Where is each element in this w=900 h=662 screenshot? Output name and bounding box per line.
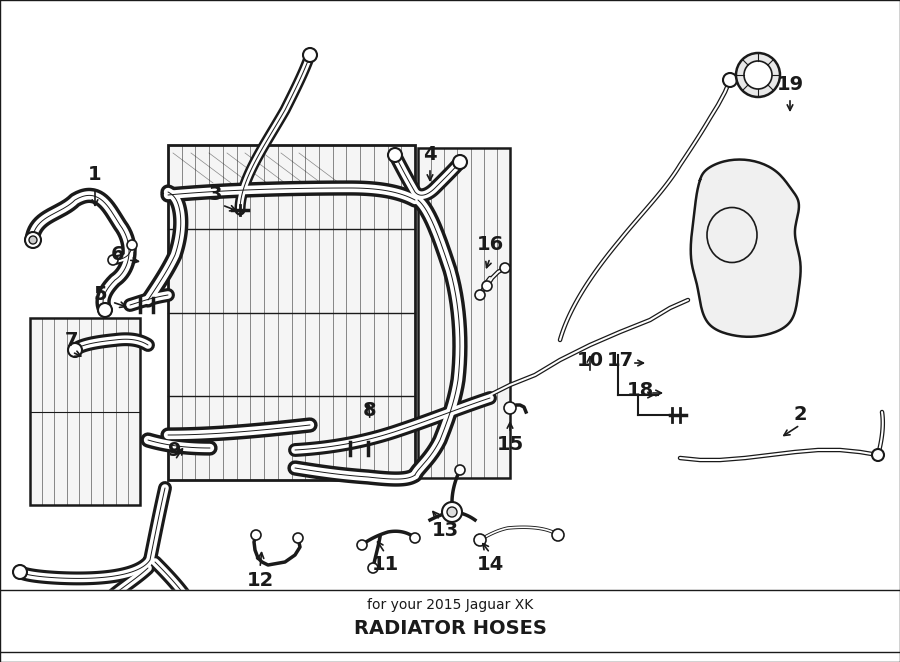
Text: 17: 17 — [607, 350, 634, 369]
Circle shape — [293, 533, 303, 543]
Circle shape — [744, 61, 772, 89]
Circle shape — [127, 240, 137, 250]
Circle shape — [29, 236, 37, 244]
Text: 5: 5 — [94, 285, 107, 305]
Bar — [168, 145, 415, 480]
Text: 13: 13 — [431, 520, 459, 540]
Circle shape — [368, 563, 378, 573]
Circle shape — [453, 155, 467, 169]
Text: 10: 10 — [577, 350, 604, 369]
Circle shape — [25, 232, 41, 248]
Circle shape — [723, 73, 737, 87]
Text: 11: 11 — [372, 555, 399, 575]
Text: 8: 8 — [364, 401, 377, 420]
Circle shape — [13, 565, 27, 579]
Circle shape — [482, 281, 492, 291]
Circle shape — [410, 533, 420, 543]
Circle shape — [872, 449, 884, 461]
Text: 1: 1 — [88, 166, 102, 185]
Circle shape — [736, 53, 780, 97]
Text: 15: 15 — [497, 436, 524, 455]
Circle shape — [303, 48, 317, 62]
Circle shape — [447, 507, 457, 517]
Text: 2: 2 — [793, 406, 806, 424]
Circle shape — [68, 343, 82, 357]
Text: for your 2015 Jaguar XK: for your 2015 Jaguar XK — [367, 598, 533, 612]
Circle shape — [455, 465, 465, 475]
Text: 9: 9 — [168, 440, 182, 459]
Circle shape — [101, 593, 115, 607]
Text: 19: 19 — [777, 75, 804, 95]
Circle shape — [98, 303, 112, 317]
Circle shape — [500, 263, 510, 273]
Text: 12: 12 — [247, 571, 274, 589]
Text: 7: 7 — [65, 330, 79, 350]
Circle shape — [474, 534, 486, 546]
Circle shape — [108, 255, 118, 265]
Circle shape — [442, 502, 462, 522]
Text: 4: 4 — [423, 146, 436, 164]
Text: 16: 16 — [476, 236, 504, 254]
Text: 6: 6 — [112, 246, 125, 265]
Text: 3: 3 — [208, 185, 221, 205]
Circle shape — [251, 530, 261, 540]
Text: RADIATOR HOSES: RADIATOR HOSES — [354, 618, 546, 638]
Text: 18: 18 — [626, 381, 653, 399]
Bar — [418, 148, 510, 478]
Circle shape — [357, 540, 367, 550]
Circle shape — [504, 402, 516, 414]
Circle shape — [388, 148, 402, 162]
Circle shape — [552, 529, 564, 541]
Bar — [30, 318, 140, 505]
Circle shape — [181, 593, 195, 607]
Polygon shape — [690, 160, 801, 337]
Text: 14: 14 — [476, 555, 504, 575]
Circle shape — [475, 290, 485, 300]
